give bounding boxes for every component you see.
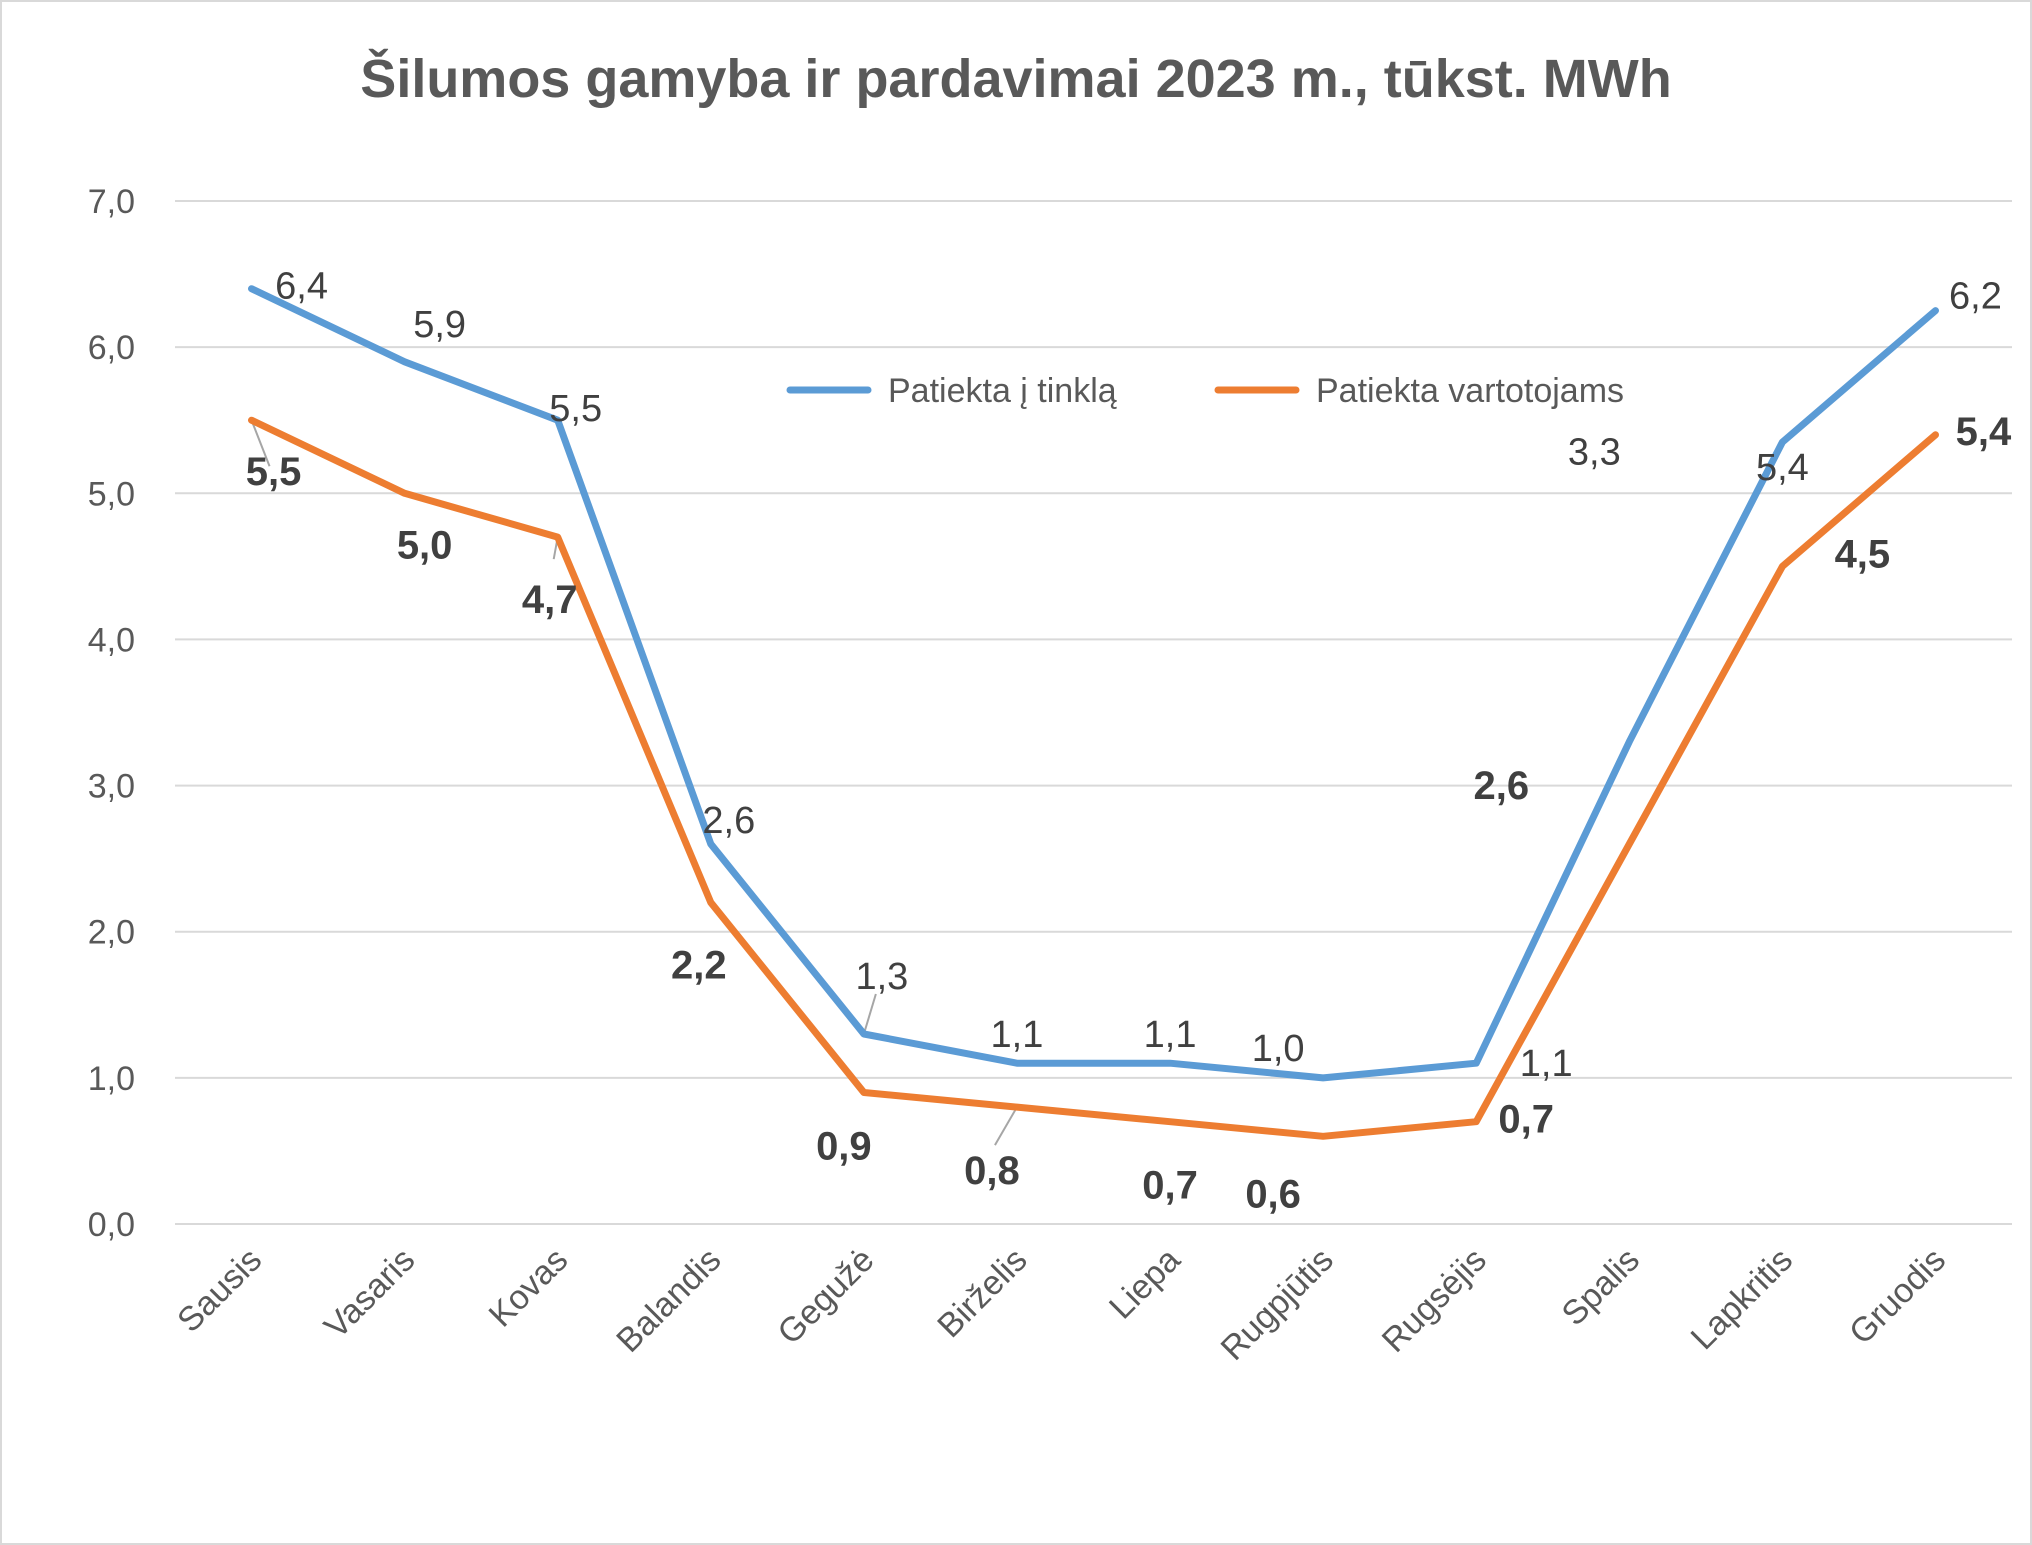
label-leader-line — [250, 419, 271, 467]
data-label-tinklas: 1,1 — [991, 1014, 1044, 1056]
legend: Patiekta į tinklą Patiekta vartotojams — [786, 372, 1624, 410]
x-tick-label: Liepa — [1102, 1241, 1188, 1327]
data-label-tinklas: 2,6 — [702, 800, 755, 842]
data-label-vartotojams: 2,6 — [1473, 764, 1529, 808]
series-lines — [248, 285, 1939, 1140]
data-label-vartotojams: 0,6 — [1245, 1172, 1301, 1216]
gridlines — [175, 200, 2012, 1225]
x-tick-label: Rugsėjis — [1375, 1241, 1494, 1360]
label-leader-line — [994, 1106, 1018, 1146]
data-label-vartotojams: 0,8 — [964, 1149, 1020, 1193]
data-labels: 6,4 5,9 5,5 2,6 1,3 1,1 1,1 1,0 1,1 3,3 5,4 6,2 5,5 5… — [246, 266, 2012, 1217]
label-leader-line — [862, 993, 877, 1035]
data-label-tinklas: 5,5 — [549, 388, 602, 430]
y-tick-label: 7,0 — [88, 183, 135, 221]
data-label-tinklas: 3,3 — [1568, 432, 1621, 474]
x-tick-label: Birželis — [930, 1241, 1034, 1345]
data-label-tinklas: 5,4 — [1756, 447, 1809, 489]
x-tick-label: Gruodis — [1842, 1241, 1953, 1352]
data-label-tinklas: 1,1 — [1144, 1014, 1197, 1056]
y-tick-label: 2,0 — [88, 914, 135, 952]
data-label-vartotojams: 0,7 — [1498, 1098, 1554, 1142]
y-tick-label: 5,0 — [88, 475, 135, 513]
x-tick-label: Kovas — [482, 1241, 576, 1335]
data-label-tinklas: 6,4 — [275, 266, 328, 308]
label-leader-lines — [250, 419, 1018, 1146]
x-tick-label: Spalis — [1555, 1241, 1647, 1333]
data-label-vartotojams: 0,9 — [816, 1124, 872, 1168]
x-tick-label: Gegužė — [770, 1241, 881, 1352]
data-label-vartotojams: 5,4 — [1956, 410, 2012, 454]
x-tick-label: Sausis — [170, 1241, 269, 1340]
data-label-tinklas: 1,3 — [855, 956, 908, 998]
x-tick-label: Balandis — [609, 1241, 728, 1360]
x-tick-label: Lapkritis — [1684, 1241, 1800, 1357]
legend-label: Patiekta vartotojams — [1316, 372, 1624, 410]
y-tick-label: 3,0 — [88, 768, 135, 806]
y-tick-label: 4,0 — [88, 621, 135, 659]
legend-label: Patiekta į tinklą — [888, 372, 1117, 410]
x-axis-ticks: Sausis Vasaris Kovas Balandis Gegužė Birželis… — [170, 1241, 1953, 1368]
chart-title: Šilumos gamyba ir pardavimai 2023 m., tū… — [360, 49, 1672, 109]
x-tick-label: Vasaris — [317, 1241, 422, 1346]
series-line-patiekta-vartotojams — [248, 416, 1939, 1140]
data-label-vartotojams: 4,5 — [1835, 532, 1891, 576]
y-tick-label: 0,0 — [88, 1206, 135, 1244]
data-label-tinklas: 5,9 — [413, 304, 466, 346]
y-axis-ticks: 0,0 1,0 2,0 3,0 4,0 5,0 6,0 7,0 — [88, 183, 135, 1244]
series-line-patiekta-i-tinkla — [248, 285, 1939, 1082]
data-label-tinklas: 1,0 — [1252, 1028, 1305, 1070]
data-label-vartotojams: 5,0 — [397, 523, 453, 567]
data-label-tinklas: 6,2 — [1949, 276, 2002, 318]
data-label-vartotojams: 5,5 — [246, 450, 302, 494]
data-label-vartotojams: 4,7 — [522, 578, 578, 622]
y-tick-label: 1,0 — [88, 1060, 135, 1098]
y-tick-label: 6,0 — [88, 329, 135, 367]
x-tick-label: Rugpjūtis — [1214, 1241, 1341, 1368]
data-label-tinklas: 1,1 — [1520, 1043, 1573, 1085]
data-label-vartotojams: 0,7 — [1142, 1164, 1198, 1208]
data-label-vartotojams: 2,2 — [671, 943, 727, 987]
